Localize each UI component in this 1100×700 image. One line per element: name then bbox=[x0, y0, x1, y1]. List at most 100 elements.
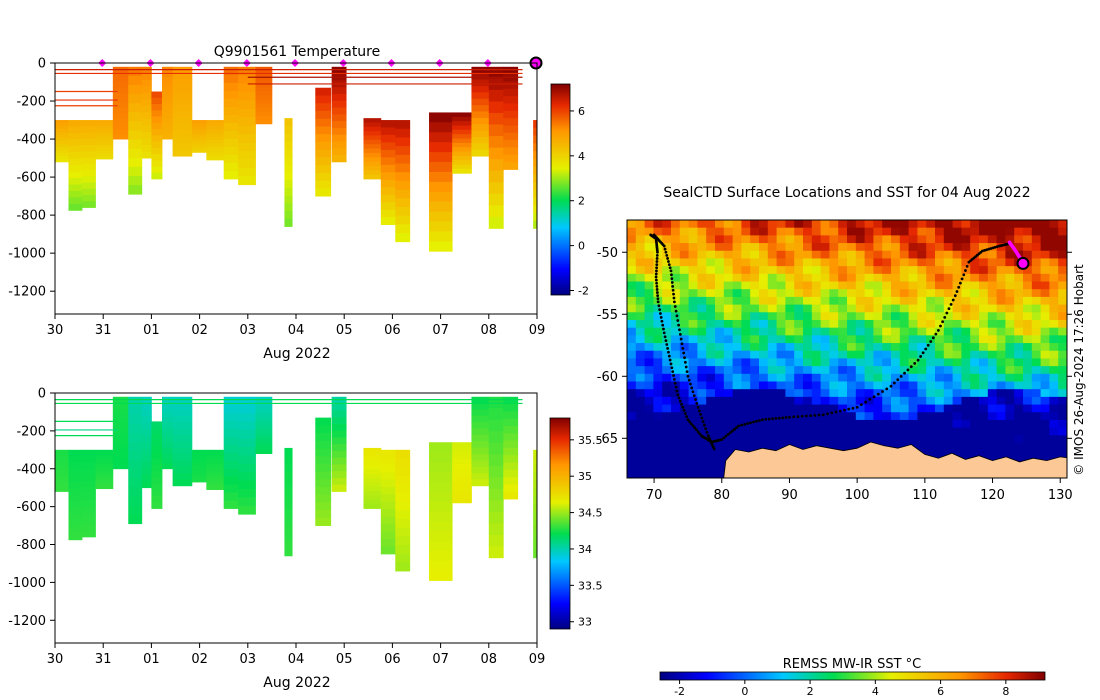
sst-cell bbox=[908, 266, 918, 275]
sst-cell bbox=[706, 419, 716, 429]
sst-cell bbox=[1031, 358, 1042, 367]
sst-cell bbox=[732, 319, 742, 329]
data-cell bbox=[162, 448, 174, 454]
data-cell bbox=[331, 107, 347, 115]
data-cell bbox=[533, 143, 538, 152]
data-cell bbox=[191, 143, 207, 146]
sst-cell bbox=[679, 335, 690, 344]
sst-cell bbox=[671, 481, 680, 489]
sst-cell bbox=[873, 243, 883, 252]
data-cell bbox=[141, 403, 152, 411]
sst-cell bbox=[820, 281, 830, 290]
sst-cell bbox=[961, 412, 971, 421]
data-cell bbox=[95, 469, 114, 473]
data-cell bbox=[141, 131, 152, 139]
sst-cell bbox=[1023, 435, 1033, 444]
data-cell bbox=[81, 126, 96, 133]
sst-cell bbox=[679, 450, 690, 460]
sst-cell bbox=[811, 427, 822, 436]
data-cell bbox=[395, 493, 411, 503]
sst-cell bbox=[864, 220, 874, 229]
sst-cell bbox=[653, 419, 663, 429]
sst-cell bbox=[697, 458, 707, 467]
sst-cell bbox=[653, 435, 663, 444]
sst-cell bbox=[1067, 228, 1076, 236]
data-cell bbox=[503, 96, 519, 104]
sst-cell bbox=[627, 319, 637, 329]
data-cell bbox=[206, 458, 225, 462]
sst-cell bbox=[644, 450, 654, 460]
sst-cell bbox=[847, 389, 857, 398]
data-cell bbox=[452, 142, 472, 148]
data-cell bbox=[380, 134, 396, 143]
sst-cell bbox=[1005, 419, 1015, 429]
sst-cell bbox=[952, 319, 962, 329]
sst-cell bbox=[653, 312, 663, 321]
sst-cell bbox=[741, 419, 751, 429]
data-cell bbox=[151, 464, 163, 472]
data-cell bbox=[284, 195, 293, 204]
data-cell bbox=[471, 447, 490, 455]
sst-cell bbox=[891, 350, 901, 360]
data-cell bbox=[191, 126, 207, 130]
track-point bbox=[686, 418, 690, 422]
sst-cell bbox=[899, 250, 910, 260]
x-tick-label: 31 bbox=[95, 652, 112, 667]
sst-cell bbox=[680, 481, 689, 489]
data-cell bbox=[331, 450, 347, 459]
sst-cell bbox=[776, 412, 786, 421]
sst-cell bbox=[635, 427, 646, 436]
sst-cell bbox=[715, 296, 725, 306]
data-cell bbox=[206, 472, 225, 476]
sst-cell bbox=[688, 466, 698, 475]
sst-cell bbox=[917, 235, 927, 244]
track-point bbox=[656, 297, 660, 301]
sst-cell bbox=[741, 412, 751, 421]
track-point bbox=[671, 288, 675, 292]
sst-cell bbox=[741, 327, 751, 336]
data-cell bbox=[162, 443, 174, 449]
data-cell bbox=[395, 215, 411, 225]
data-cell bbox=[81, 120, 96, 127]
sst-cell bbox=[706, 235, 716, 244]
sst-cell bbox=[644, 319, 654, 329]
data-cell bbox=[151, 446, 163, 453]
sst-cell bbox=[732, 427, 742, 436]
data-cell bbox=[151, 122, 163, 130]
sst-cell bbox=[1049, 427, 1059, 436]
data-cell bbox=[151, 483, 163, 491]
data-cell bbox=[141, 125, 152, 133]
track-point bbox=[670, 281, 674, 284]
sst-cell bbox=[1005, 312, 1015, 321]
profile-column bbox=[395, 449, 411, 572]
sst-cell bbox=[723, 335, 734, 344]
sst-cell bbox=[943, 266, 954, 275]
sst-cell bbox=[1005, 289, 1015, 298]
sst-cell bbox=[715, 458, 725, 467]
track-point bbox=[735, 426, 738, 430]
track-point bbox=[737, 424, 741, 428]
data-cell bbox=[172, 117, 193, 125]
sst-cell bbox=[908, 273, 918, 283]
data-cell bbox=[141, 118, 152, 126]
data-cell bbox=[380, 217, 396, 226]
data-cell bbox=[95, 136, 114, 140]
sst-cell bbox=[838, 319, 848, 329]
data-cell bbox=[151, 421, 163, 429]
track-point bbox=[654, 275, 658, 279]
sst-cell bbox=[987, 343, 998, 352]
sst-cell bbox=[899, 227, 910, 236]
track-point bbox=[859, 403, 863, 407]
sst-cell bbox=[1023, 427, 1033, 436]
sst-cell bbox=[811, 404, 822, 413]
sst-cell bbox=[847, 227, 857, 236]
track-point bbox=[655, 260, 659, 263]
sst-cell bbox=[679, 304, 690, 313]
data-cell bbox=[112, 102, 129, 109]
profile-column bbox=[81, 449, 96, 538]
data-cell bbox=[363, 170, 382, 176]
sst-cell bbox=[697, 481, 706, 489]
sst-cell bbox=[706, 404, 716, 413]
sst-cell bbox=[803, 235, 813, 244]
sst-cell bbox=[873, 289, 883, 298]
